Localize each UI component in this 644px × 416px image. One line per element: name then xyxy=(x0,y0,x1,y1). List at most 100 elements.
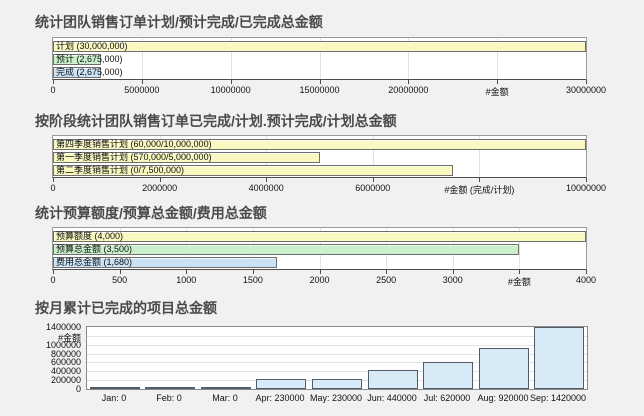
axis-tick-mark xyxy=(266,178,268,182)
bar-label: 预算额度 (4,000) xyxy=(56,231,124,241)
bar xyxy=(368,370,418,389)
axis-tick-label: #金额 (完成/计划) xyxy=(444,185,515,195)
bar-label: 完成 (2,675,000) xyxy=(56,67,123,77)
axis-tick-label: 0 xyxy=(75,384,81,394)
gridline xyxy=(479,136,481,177)
axis-tick-label: #金额 xyxy=(485,87,509,97)
bar xyxy=(479,348,529,389)
axis-tick-mark xyxy=(372,178,374,182)
axis-tick-mark xyxy=(159,178,161,182)
axis-tick-mark xyxy=(586,178,587,182)
gridline xyxy=(319,38,321,79)
axis-tick-label: 2000000 xyxy=(142,183,178,193)
month-value-label: Sep: 1420000 xyxy=(529,393,587,403)
axis-tick-label: 2500 xyxy=(376,275,397,285)
axis-tick-mark xyxy=(386,270,388,274)
bar-label: 第二季度销售计划 (0/7,500,000) xyxy=(56,165,185,175)
plot-area: 计划 (30,000,000) 预计 (2,675,000) 完成 (2,675,0… xyxy=(52,37,587,80)
axis-tick-label: 5000000 xyxy=(124,85,160,95)
bar xyxy=(534,327,584,389)
bar xyxy=(53,139,586,150)
axis-tick-label: 200000 xyxy=(50,375,81,385)
axis-tick-mark xyxy=(319,80,321,84)
axis-tick-mark xyxy=(53,270,54,274)
axis-tick-mark xyxy=(53,80,54,84)
bar-label: 第一季度销售计划 (570,000/5,000,000) xyxy=(56,152,212,162)
bar-label: 费用总金额 (1,680) xyxy=(56,257,133,267)
axis-tick-label: 500 xyxy=(112,275,128,285)
chart-title-monthly-total: 按月累计已完成的项目总金额 xyxy=(35,300,217,316)
bar xyxy=(90,387,140,389)
bar xyxy=(201,387,251,389)
axis-tick-mark xyxy=(230,80,232,84)
axis-tick-label: 4000000 xyxy=(248,183,284,193)
axis-tick-label: 800000 xyxy=(50,349,81,359)
gridline xyxy=(87,336,587,337)
axis-tick-label: 20000000 xyxy=(388,85,429,95)
axis-tick-mark xyxy=(186,270,188,274)
axis-tick-mark xyxy=(586,80,587,84)
axis-tick-label: 2000 xyxy=(309,275,330,285)
plot-area: 预算额度 (4,000) 预算总金额 (3,500) 费用总金额 (1,680) xyxy=(52,227,587,270)
quarter-plan-chart: 第四季度销售计划 (60,000/10,000,000) 第一季度销售计划 (57… xyxy=(50,135,644,195)
chart-title-budget: 统计预算额度/预算总金额/费用总金额 xyxy=(35,205,267,221)
bar xyxy=(145,387,195,389)
axis-tick-mark xyxy=(141,80,143,84)
axis-tick-mark xyxy=(319,270,321,274)
gridline xyxy=(372,136,374,177)
gridline xyxy=(230,38,232,79)
chart-title-order-plan: 统计团队销售订单计划/预计完成/已完成总金额 xyxy=(35,14,323,30)
order-plan-chart: 计划 (30,000,000) 预计 (2,675,000) 完成 (2,675,0… xyxy=(50,37,644,97)
gridline xyxy=(519,228,521,269)
month-value-label: Jun: 440000 xyxy=(367,393,417,403)
chart-title-quarter-plan: 按阶段统计团队销售订单已完成/计划.预计完成/计划总金额 xyxy=(35,113,397,129)
axis-tick-label: 400000 xyxy=(50,366,81,376)
axis-tick-mark xyxy=(586,270,587,274)
axis-tick-label: 0 xyxy=(50,85,56,95)
gridline xyxy=(497,38,499,79)
axis-tick-label: 600000 xyxy=(50,357,81,367)
axis-tick-mark xyxy=(119,270,121,274)
bar xyxy=(256,379,306,389)
gridline xyxy=(87,371,587,372)
axis-tick-label: 1000000 xyxy=(45,340,81,350)
bar xyxy=(53,41,586,52)
budget-chart: 预算额度 (4,000) 预算总金额 (3,500) 费用总金额 (1,680) 0 5… xyxy=(50,227,644,287)
axis-tick-label: 15000000 xyxy=(299,85,340,95)
bar-label: 预算总金额 (3,500) xyxy=(56,244,133,254)
gridline xyxy=(141,38,143,79)
bar xyxy=(53,165,453,176)
gridline xyxy=(87,354,587,355)
axis-tick-label: #金额 xyxy=(57,333,81,343)
month-value-label: Aug: 920000 xyxy=(477,393,529,403)
axis-tick-label: 0 xyxy=(50,183,56,193)
bar-label: 计划 (30,000,000) xyxy=(56,41,128,51)
axis-tick-mark xyxy=(519,270,521,274)
axis-tick-label: 1500 xyxy=(242,275,263,285)
monthly-total-chart: Jan: 0 Feb: 0 Mar: 0 Apr: 230000 May: 230000… xyxy=(46,322,644,406)
axis-tick-label: 10000000 xyxy=(565,183,607,193)
axis-tick-label: 1000 xyxy=(176,275,197,285)
plot-area: 第四季度销售计划 (60,000/10,000,000) 第一季度销售计划 (57… xyxy=(52,135,587,178)
axis-tick-label: 1400000 xyxy=(45,322,81,332)
axis-tick-label: 30000000 xyxy=(565,85,607,95)
bar xyxy=(53,244,520,255)
bar xyxy=(312,379,362,389)
axis-tick-mark xyxy=(497,80,499,84)
axis-tick-mark xyxy=(408,80,410,84)
axis-tick-label: 3000 xyxy=(442,275,463,285)
month-value-label: Mar: 0 xyxy=(212,393,238,403)
bar-label: 第四季度销售计划 (60,000/10,000,000) xyxy=(56,139,212,149)
axis-tick-label: 0 xyxy=(50,275,56,285)
bar-label: 预计 (2,675,000) xyxy=(56,54,123,64)
axis-tick-mark xyxy=(452,270,454,274)
month-value-label: Jul: 620000 xyxy=(423,393,471,403)
month-value-label: Apr: 230000 xyxy=(255,393,305,403)
plot-area xyxy=(86,326,588,390)
month-value-label: May: 230000 xyxy=(309,393,363,403)
month-value-label: Feb: 0 xyxy=(156,393,182,403)
bar xyxy=(53,54,101,65)
axis-tick-label: 6000000 xyxy=(355,183,391,193)
month-value-label: Jan: 0 xyxy=(101,393,127,403)
gridline xyxy=(87,362,587,363)
